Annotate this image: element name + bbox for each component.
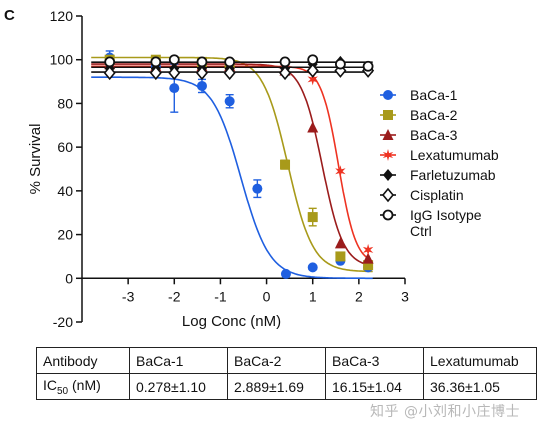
legend-label: IgG Isotype <box>410 207 482 223</box>
data-point <box>280 268 291 279</box>
data-point <box>195 65 209 81</box>
ic50-row-label: IC50 (nM) <box>36 373 130 400</box>
data-point <box>307 54 319 66</box>
table-cell: 16.15±1.04 <box>325 373 424 400</box>
x-tick-label: -3 <box>122 288 135 304</box>
data-point <box>381 187 395 203</box>
data-point <box>382 149 394 161</box>
table-cell: 36.36±1.05 <box>423 373 537 400</box>
data-point <box>362 252 374 264</box>
data-point <box>307 73 318 86</box>
data-point <box>224 96 235 107</box>
data-point <box>334 237 346 249</box>
axes: -20 0 20 40 60 80 100 120 -3 -2 -1 0 1 2 3 Log Conc (nM… <box>27 8 409 330</box>
y-tick-label: 100 <box>50 52 74 68</box>
panel-label: C <box>4 7 15 24</box>
x-tick-label: 1 <box>309 288 317 304</box>
legend-label: BaCa-3 <box>410 127 458 143</box>
data-point <box>196 56 208 68</box>
data-point <box>224 56 236 68</box>
table-header-cell: Antibody <box>36 347 130 374</box>
legend-label: BaCa-2 <box>410 107 458 123</box>
fit-curve <box>91 76 373 280</box>
data-point <box>169 83 180 94</box>
y-tick-label: 40 <box>57 183 73 199</box>
x-tick-label: -2 <box>168 288 181 304</box>
data-point <box>168 65 181 81</box>
table-cell: 2.889±1.69 <box>227 373 326 400</box>
data-point <box>307 121 319 133</box>
legend-label: Lexatumumab <box>410 147 499 163</box>
y-tick-label: 60 <box>57 139 73 155</box>
y-tick-label: 120 <box>50 8 74 24</box>
data-point <box>307 212 318 223</box>
data-point <box>334 58 346 70</box>
data-point <box>278 65 292 81</box>
table-header-cell: Lexatumumab <box>423 347 537 374</box>
table-header-row: Antibody BaCa-1 BaCa-2 BaCa-3 Lexatumuma… <box>36 347 537 374</box>
x-tick-label: 3 <box>401 288 409 304</box>
x-tick-label: -1 <box>214 288 227 304</box>
data-point <box>168 54 180 66</box>
legend-label: Cisplatin <box>410 187 464 203</box>
legend-label: BaCa-1 <box>410 87 458 103</box>
data-point <box>103 65 116 81</box>
ic50-label-sub: 50 <box>57 385 69 397</box>
data-point <box>335 165 346 178</box>
data-point <box>149 65 162 81</box>
legend: BaCa-1 BaCa-2 BaCa-3 Lexatumumab Farletuzuma… <box>380 87 499 239</box>
data-point <box>383 90 393 100</box>
y-tick-label: -20 <box>53 314 73 330</box>
fit-curves <box>91 56 374 280</box>
table-header-cell: BaCa-3 <box>325 347 424 374</box>
ic50-label-unit: (nM) <box>68 376 101 393</box>
data-point <box>335 251 346 262</box>
data-point <box>280 159 291 170</box>
data-point <box>150 56 162 68</box>
data-point <box>252 183 263 194</box>
data-point <box>306 63 319 78</box>
dose-response-chart: C -20 0 20 40 60 80 100 120 -3 -2 -1 0 1 2 3 Log Conc (… <box>4 7 499 330</box>
x-tick-label: 0 <box>263 288 271 304</box>
x-tick-label: 2 <box>355 288 363 304</box>
y-tick-label: 0 <box>65 270 73 286</box>
legend-label: Ctrl <box>410 223 432 239</box>
y-axis-title: % Survival <box>27 124 44 195</box>
data-point <box>279 56 291 68</box>
fit-curve <box>91 65 374 263</box>
data-points <box>103 50 375 279</box>
table-header-cell: BaCa-2 <box>227 347 326 374</box>
table-header-cell: BaCa-1 <box>129 347 228 374</box>
data-point <box>383 169 393 181</box>
x-axis-title: Log Conc (nM) <box>182 313 281 330</box>
data-point <box>196 80 207 91</box>
data-point <box>363 260 374 271</box>
y-tick-label: 20 <box>57 227 73 243</box>
data-point <box>362 243 374 256</box>
data-point <box>104 56 116 68</box>
table-row: IC50 (nM) 0.278±1.10 2.889±1.69 16.15±1.… <box>36 373 537 400</box>
table-cell: 0.278±1.10 <box>129 373 228 400</box>
ic50-label-main: IC <box>43 376 57 393</box>
legend-label: Farletuzumab <box>410 167 496 183</box>
watermark: 知乎 @小刘和小庄博士 <box>370 404 520 420</box>
data-point <box>307 262 318 273</box>
data-point <box>383 110 393 120</box>
fit-curve <box>91 56 373 273</box>
data-point <box>382 209 394 221</box>
data-point <box>362 60 374 72</box>
data-point <box>223 65 236 81</box>
ic50-table: Antibody BaCa-1 BaCa-2 BaCa-3 Lexatumuma… <box>36 347 537 400</box>
data-point <box>382 129 394 140</box>
y-tick-label: 80 <box>57 95 73 111</box>
